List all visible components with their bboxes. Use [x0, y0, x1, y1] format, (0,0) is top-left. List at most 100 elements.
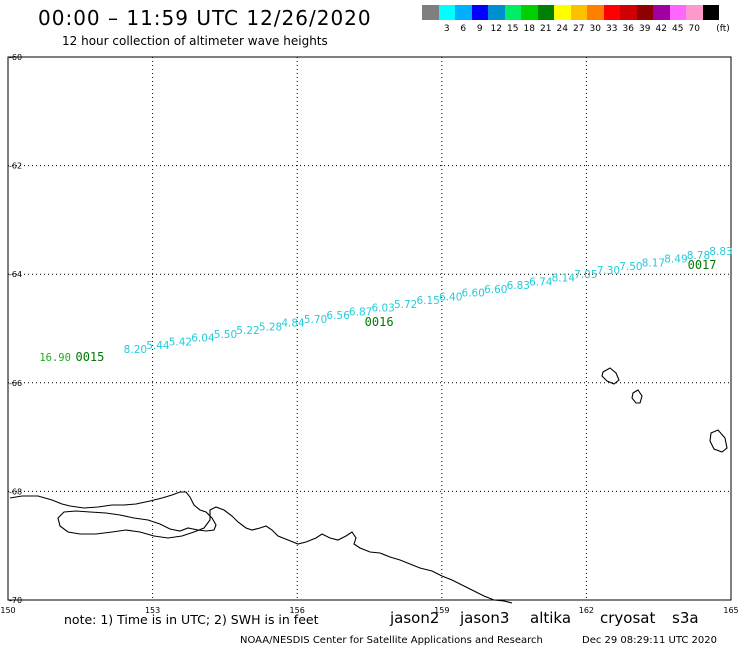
lon-tick-label: 150 — [0, 606, 15, 615]
swh-value: 5.50 — [214, 329, 237, 341]
lon-tick-label: 165 — [723, 606, 738, 615]
swh-value: 5.72 — [394, 299, 417, 311]
map-grid — [7, 56, 732, 601]
legend-swatch — [653, 5, 670, 20]
swh-value: 5.44 — [146, 340, 170, 352]
swh-value: 8.20 — [124, 344, 147, 356]
swh-value: 8.83 — [709, 246, 732, 258]
track-labels: 16.90 0015 0016 0017 — [39, 258, 716, 364]
swh-value: 6.40 — [439, 291, 462, 303]
satellite-jason2: jason2 — [390, 609, 440, 627]
lon-tick-label: 159 — [434, 606, 449, 615]
swh-value: 7.50 — [619, 261, 642, 273]
legend-label: 24 — [556, 24, 568, 34]
legend-label: 30 — [589, 24, 601, 34]
legend-label: 33 — [606, 24, 618, 34]
legend-label: 70 — [688, 24, 700, 34]
altimeter-track: 8.20 5.44 5.42 6.04 5.50 5.22 5.28 4.84 5.70 6.56… — [124, 246, 733, 356]
lat-tick-label: -62 — [9, 162, 22, 171]
lon-tick-label: 162 — [579, 606, 594, 615]
island-2 — [631, 389, 643, 404]
legend-swatch — [438, 5, 455, 20]
timestamp: Dec 29 08:29:11 UTC 2020 — [582, 635, 717, 646]
swh-value: 6.74 — [529, 276, 553, 288]
swh-value: 8.78 — [687, 250, 710, 262]
legend-swatch — [620, 5, 637, 20]
lon-tick-label: 153 — [145, 606, 160, 615]
legend-swatch — [603, 5, 620, 20]
legend-swatch — [636, 5, 653, 20]
legend-label: 18 — [523, 24, 535, 34]
swh-value: 6.60 — [484, 284, 507, 296]
swh-value: 16.90 — [39, 352, 71, 364]
lat-tick-label: -70 — [9, 596, 22, 605]
map-frame — [7, 56, 732, 601]
swh-value: 5.28 — [259, 321, 282, 333]
satellite-s3a: s3a — [672, 609, 699, 627]
lon-tick-label: 156 — [290, 606, 305, 615]
satellite-altika: altika — [530, 609, 572, 627]
legend-label: 15 — [507, 24, 519, 34]
swh-value: 6.15 — [416, 295, 439, 307]
swh-value: 6.60 — [462, 288, 485, 300]
swh-value: 5.42 — [169, 336, 192, 348]
swh-value: 6.83 — [507, 280, 530, 292]
legend-swatch — [455, 5, 472, 20]
swh-value: 6.04 — [191, 333, 215, 345]
lat-tick-label: -66 — [9, 379, 22, 388]
lat-tick-label: -60 — [9, 53, 22, 62]
satellite-cryosat: cryosat — [600, 609, 656, 627]
lat-tick-label: -68 — [9, 487, 22, 496]
swh-value: 7.30 — [597, 265, 620, 277]
antarctic-coastline — [9, 491, 513, 604]
legend-swatch — [686, 5, 703, 20]
legend-swatches — [422, 5, 719, 20]
legend-swatch — [521, 5, 538, 20]
swh-value: 7.05 — [574, 269, 597, 281]
legend-swatch — [669, 5, 686, 20]
swh-value: 8.17 — [642, 257, 665, 269]
legend-swatch — [587, 5, 604, 20]
legend-label: 45 — [672, 24, 684, 34]
swh-value: 6.56 — [326, 310, 350, 322]
legend-label: 21 — [540, 24, 552, 34]
legend-label: 6 — [460, 24, 467, 34]
coastline — [9, 367, 728, 604]
time-label: 0015 — [75, 350, 104, 364]
legend-unit: (ft) — [716, 24, 730, 34]
legend-label: 3 — [443, 24, 450, 34]
legend-label: 12 — [490, 24, 502, 34]
legend-swatch — [702, 5, 719, 20]
legend-swatch — [504, 5, 521, 20]
swh-value: 6.03 — [371, 303, 394, 315]
legend-label: 9 — [476, 24, 483, 34]
swh-value: 8.14 — [552, 273, 576, 285]
legend-swatch — [537, 5, 554, 20]
swh-value: 5.70 — [304, 314, 327, 326]
legend-label: 27 — [573, 24, 585, 34]
legend-swatch — [554, 5, 571, 20]
swh-value: 8.49 — [664, 254, 687, 266]
legend-swatch — [471, 5, 488, 20]
time-label: 0016 — [365, 315, 394, 329]
lat-tick-label: -64 — [9, 270, 22, 279]
axis-labels: 150 153 156 159 162 165 -60 -62 -64 -66 -68 -70 — [0, 53, 738, 615]
credit-text: NOAA/NESDIS Center for Satellite Applica… — [240, 635, 543, 646]
color-scale-legend: 3 6 9 12 15 18 21 24 27 30 33 36 39 42 45 70 (ft) — [422, 5, 730, 34]
legend-label: 36 — [622, 24, 634, 34]
island-1 — [601, 367, 620, 385]
satellite-jason3: jason3 — [460, 609, 510, 627]
page-subtitle: 12 hour collection of altimeter wave hei… — [62, 34, 328, 48]
swh-value: 6.87 — [349, 306, 372, 318]
legend-swatch — [488, 5, 505, 20]
legend-label: 42 — [655, 24, 667, 34]
page-title: 00:00 – 11:59 UTC 12/26/2020 — [38, 6, 372, 30]
legend-swatch — [422, 5, 439, 20]
legend-label: 39 — [639, 24, 651, 34]
legend-swatch — [570, 5, 587, 20]
swh-value: 4.84 — [281, 318, 305, 330]
island-3 — [709, 429, 728, 453]
time-label: 0017 — [688, 258, 717, 272]
footer-note: note: 1) Time is in UTC; 2) SWH is in fe… — [64, 612, 319, 627]
